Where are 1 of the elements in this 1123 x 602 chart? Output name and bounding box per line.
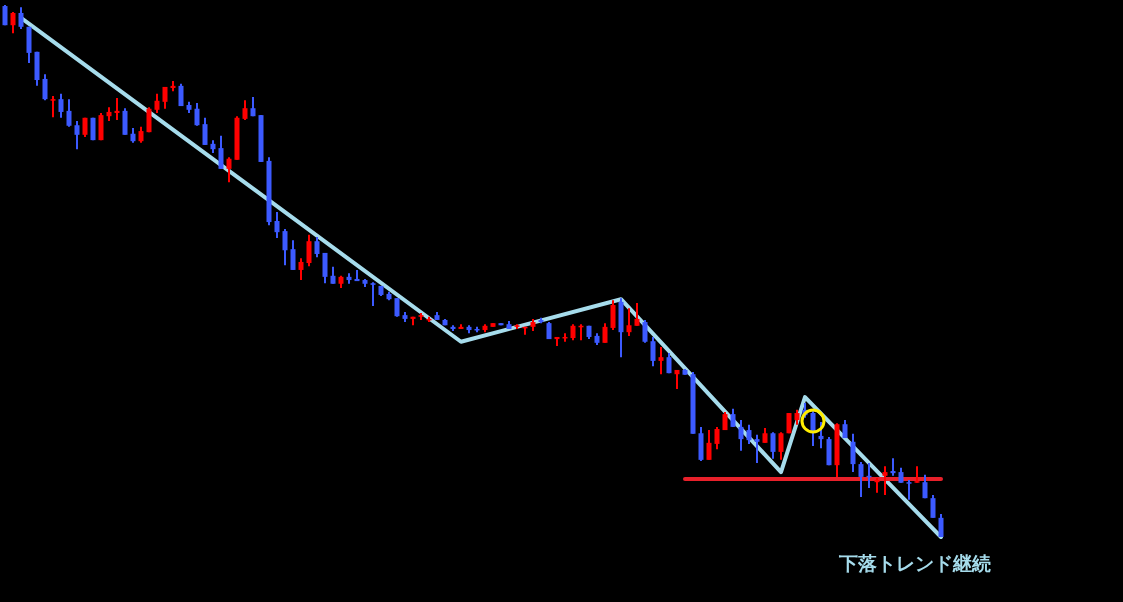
annotation: 下落トレンド継続 [839,552,991,574]
